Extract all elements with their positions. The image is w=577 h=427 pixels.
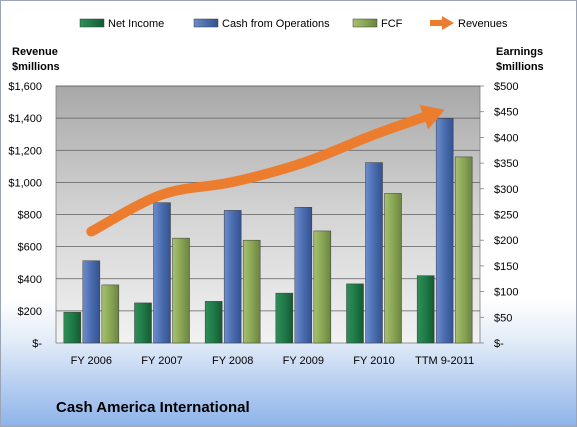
- x-tick-label: FY 2009: [283, 355, 324, 367]
- x-tick-label: TTM 9-2011: [415, 355, 474, 367]
- legend-arrowhead-revenues: [442, 16, 454, 30]
- bar-cash-from-operations: [153, 202, 171, 344]
- right-tick-label: $200: [494, 235, 518, 247]
- bar-net-income: [416, 275, 435, 344]
- right-tick-label: $150: [494, 261, 518, 273]
- bar-cash-from-operations: [223, 210, 242, 344]
- bar-fcf: [384, 193, 402, 344]
- company-name: Cash America International: [56, 399, 250, 416]
- right-tick-label: $400: [494, 132, 518, 144]
- left-axis: $- $200 $400 $600 $800 $1,000 $1,200 $1,400 $1,6…: [8, 81, 42, 350]
- bar-net-income: [346, 283, 364, 344]
- right-tick-label: $50: [494, 312, 512, 324]
- right-tick-label: $250: [494, 210, 518, 222]
- left-tick-label: $400: [18, 274, 42, 286]
- bars: [63, 118, 473, 344]
- x-tick-label: FY 2007: [141, 355, 182, 367]
- bar-net-income: [204, 301, 223, 344]
- right-tick-label: $350: [494, 158, 518, 170]
- left-tick-label: $200: [18, 306, 42, 318]
- left-tick-label: $800: [18, 210, 42, 222]
- legend-label-cash-from-operations: Cash from Operations: [222, 18, 330, 30]
- x-tick-label: FY 2010: [353, 355, 394, 367]
- right-tick-label: $100: [494, 287, 518, 299]
- right-axis-title-line1: Earnings: [496, 46, 543, 58]
- right-tick-label: $300: [494, 184, 518, 196]
- legend-swatch-fcf: [352, 18, 378, 28]
- gridlines: [56, 85, 480, 312]
- right-tick-label: $500: [494, 81, 518, 93]
- left-axis-title-line1: Revenue: [12, 46, 58, 58]
- left-tick-label: $-: [32, 338, 42, 350]
- bar-fcf: [454, 156, 473, 344]
- x-axis: FY 2006 FY 2007 FY 2008 FY 2009 FY 2010 TTM 9…: [71, 355, 475, 367]
- bar-net-income: [63, 311, 82, 344]
- revenue-arrow-head: [419, 104, 445, 130]
- right-axis-title-line2: $millions: [496, 61, 544, 73]
- left-axis-title-line2: $millions: [12, 61, 60, 73]
- right-tick-label: $450: [494, 107, 518, 119]
- bar-cash-from-operations: [435, 118, 454, 344]
- right-axis: $- $50 $100 $150 $200 $250 $300 $350 $400 $450 $50…: [480, 81, 518, 350]
- left-tick-label: $1,400: [8, 113, 42, 125]
- x-tick-label: FY 2008: [212, 355, 253, 367]
- revenue-arrow-line: [86, 112, 429, 237]
- bar-fcf: [101, 284, 120, 344]
- x-tick-label: FY 2006: [71, 355, 112, 367]
- bar-fcf: [313, 230, 332, 344]
- bar-fcf: [172, 237, 190, 344]
- bar-cash-from-operations: [365, 162, 383, 344]
- left-tick-label: $1,600: [8, 81, 42, 93]
- legend-label-fcf: FCF: [381, 18, 403, 30]
- legend-label-revenues: Revenues: [458, 18, 508, 30]
- bar-cash-from-operations: [82, 260, 101, 344]
- left-tick-label: $600: [18, 242, 42, 254]
- bar-cash-from-operations: [294, 207, 313, 344]
- legend-swatch-cash-from-operations: [193, 18, 219, 28]
- legend-swatch-net-income: [79, 18, 105, 28]
- revenue-arrow-layer: [86, 104, 445, 237]
- left-tick-label: $1,200: [8, 145, 42, 157]
- right-tick-label: $-: [494, 338, 504, 350]
- bar-net-income: [134, 302, 152, 344]
- bar-fcf: [242, 239, 261, 344]
- legend: Net Income Cash from Operations FCF Revenue…: [79, 16, 508, 30]
- left-tick-label: $1,000: [8, 177, 42, 189]
- legend-label-net-income: Net Income: [108, 18, 164, 30]
- bar-net-income: [275, 292, 294, 344]
